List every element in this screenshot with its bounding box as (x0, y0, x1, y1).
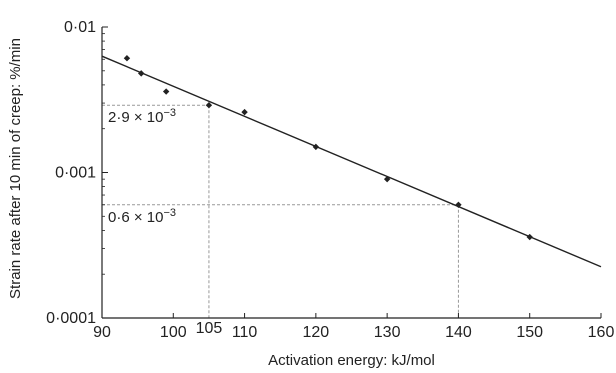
axes: 90 100 110 120 130 140 150 160 0·0001 0·001 0·01 (46, 19, 614, 341)
data-point (162, 88, 170, 95)
annotations: 2·9 × 10−3 105 0·6 × 10−3 (108, 107, 222, 337)
data-point (205, 102, 213, 109)
x-tick-label: 120 (303, 324, 330, 341)
y-axis-title: Strain rate after 10 min of creep: %/min (7, 38, 24, 299)
data-point (383, 175, 391, 183)
x-tick-label: 110 (232, 324, 258, 341)
annotation-label: 2·9 × 10−3 (108, 107, 176, 126)
data-points (123, 55, 533, 241)
x-axis-title: Activation energy: kJ/mol (268, 352, 435, 369)
y-tick-label: 0·0001 (46, 310, 96, 327)
x-tick-label: 150 (516, 324, 543, 341)
x-tick-label: 160 (588, 324, 615, 341)
data-point (312, 143, 320, 151)
annotation-label: 0·6 × 10−3 (108, 207, 176, 226)
data-point (138, 70, 145, 77)
annotation-tick-label: 105 (196, 320, 223, 337)
y-tick-label: 0·001 (55, 165, 96, 182)
fit-line (101, 55, 602, 268)
axis-labels: Activation energy: kJ/mol Strain rate af… (7, 38, 435, 369)
x-tick-label: 130 (374, 324, 401, 341)
x-tick-label: 140 (445, 324, 472, 341)
fit-line-group (101, 55, 602, 268)
guide-lines (102, 104, 459, 318)
y-tick-label: 0·01 (64, 19, 96, 36)
x-tick-label: 90 (93, 324, 111, 341)
data-point (123, 55, 131, 62)
data-point (241, 108, 248, 116)
data-point (455, 201, 462, 208)
x-tick-label: 100 (160, 324, 187, 341)
data-point (526, 233, 533, 241)
